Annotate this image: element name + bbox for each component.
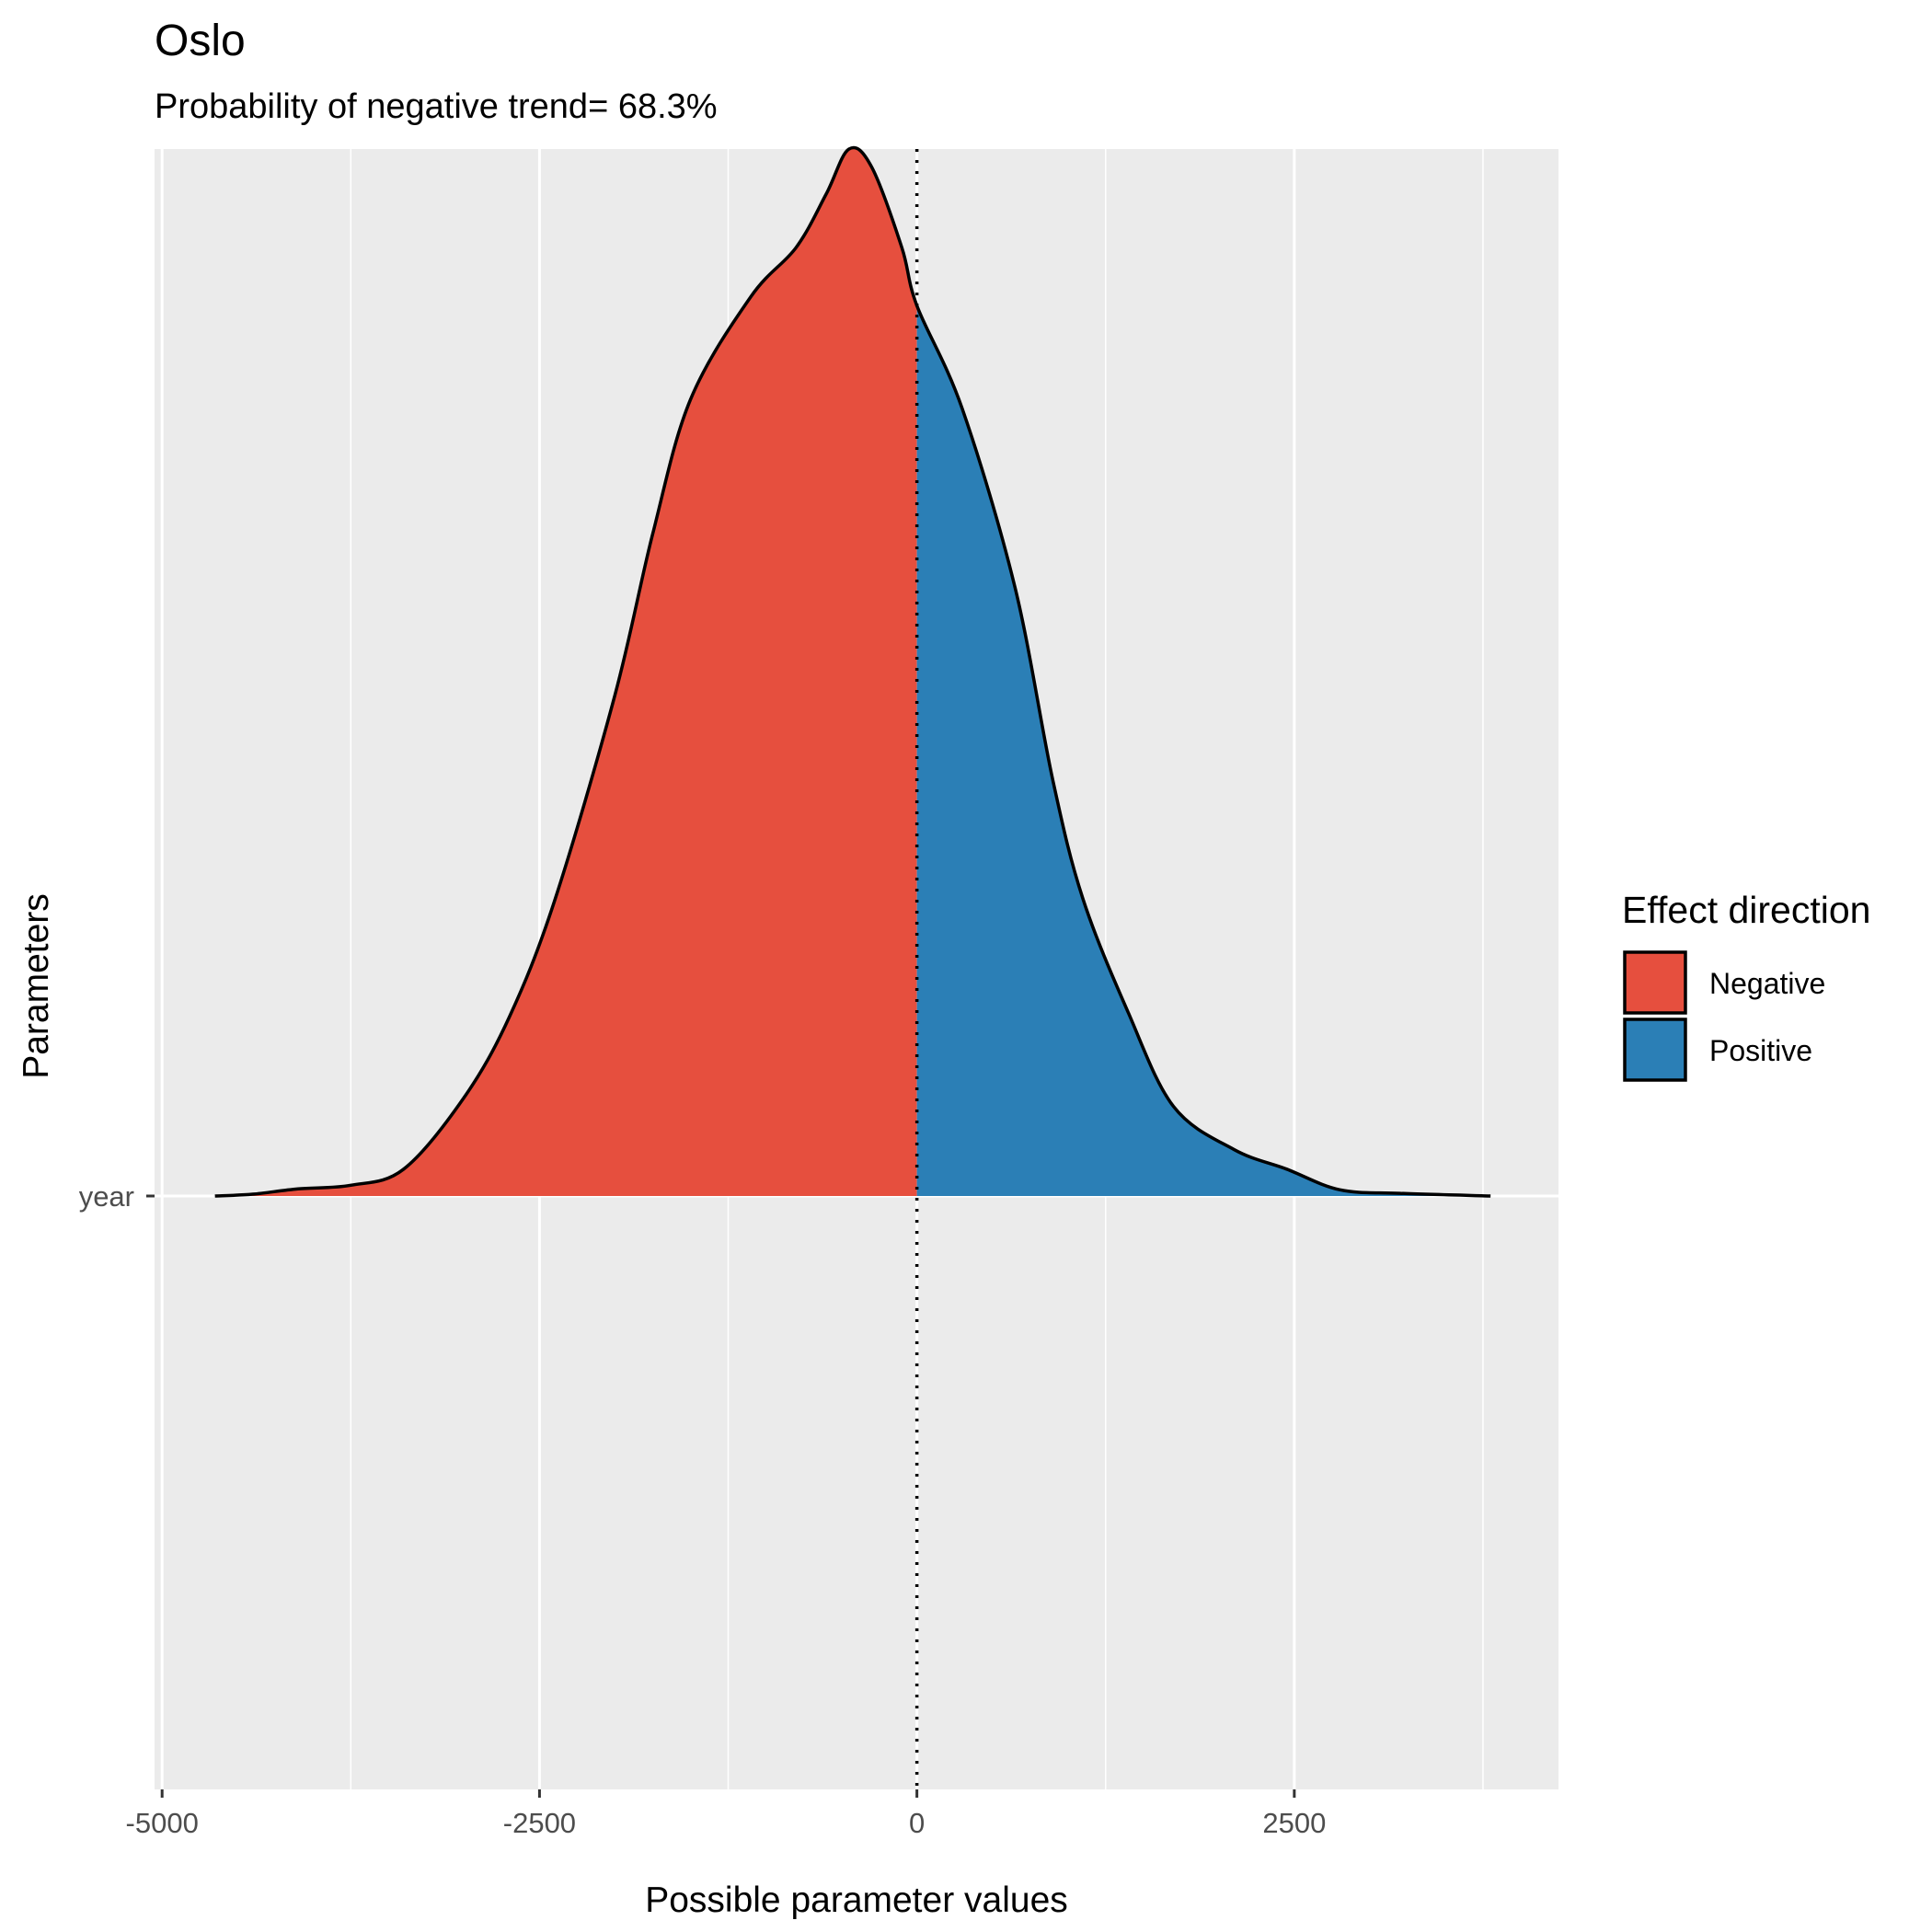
density-area-positive <box>916 305 1491 1196</box>
y-tick-label: year <box>79 1180 134 1213</box>
y-axis-title: Parameters <box>17 893 56 1079</box>
legend-key-negative <box>1623 950 1687 1015</box>
density-outline <box>214 145 1491 1198</box>
density-area-negative <box>214 149 917 1196</box>
legend-key-positive <box>1623 1018 1687 1082</box>
x-tick-label: 0 <box>909 1807 925 1839</box>
density-areas <box>214 149 1491 1196</box>
chart-title: Oslo <box>155 17 246 65</box>
x-tick-label: 2500 <box>1262 1807 1326 1839</box>
x-axis: -5000 -2500 0 2500 <box>126 1789 1326 1839</box>
chart-subtitle: Probability of negative trend= 68.3% <box>155 87 718 126</box>
y-axis: year <box>79 1180 155 1213</box>
legend-label-negative: Negative <box>1709 967 1825 1000</box>
legend: Effect direction Negative Positive <box>1622 889 1870 1082</box>
x-axis-title: Possible parameter values <box>645 1880 1068 1920</box>
legend-title: Effect direction <box>1622 889 1870 931</box>
x-tick-label: -2500 <box>503 1807 576 1839</box>
x-tick-label: -5000 <box>126 1807 199 1839</box>
legend-label-positive: Positive <box>1709 1034 1812 1067</box>
